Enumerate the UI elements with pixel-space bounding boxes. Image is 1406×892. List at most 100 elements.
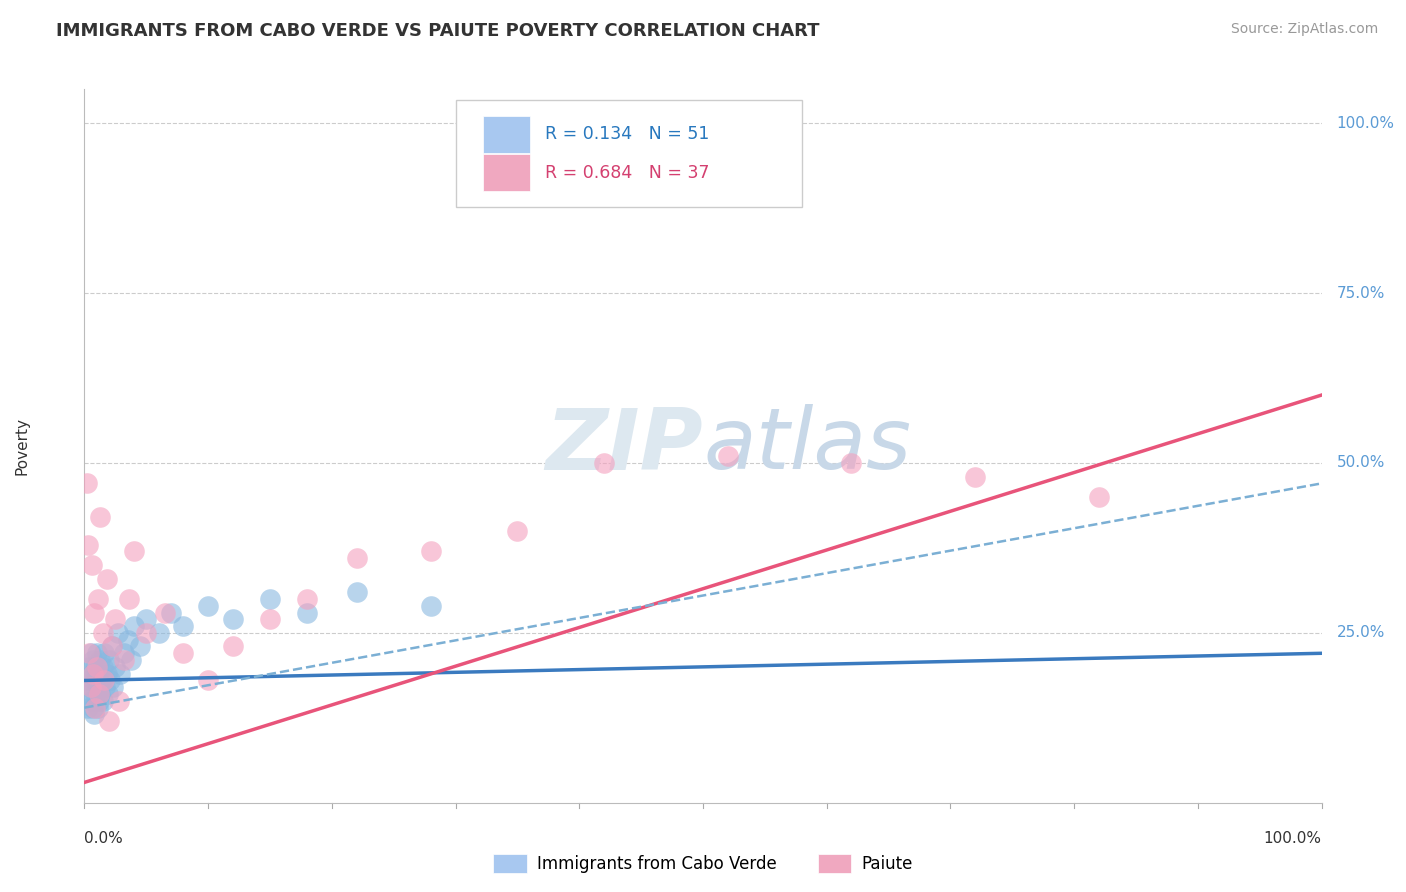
Point	[91, 694, 114, 708]
Text: 25.0%: 25.0%	[1337, 625, 1385, 640]
Text: atlas: atlas	[703, 404, 911, 488]
Point	[346, 585, 368, 599]
Text: IMMIGRANTS FROM CABO VERDE VS PAIUTE POVERTY CORRELATION CHART: IMMIGRANTS FROM CABO VERDE VS PAIUTE POV…	[56, 22, 820, 40]
Point	[97, 687, 120, 701]
Point	[295, 606, 318, 620]
FancyBboxPatch shape	[482, 154, 530, 191]
Point	[79, 646, 101, 660]
Point	[259, 612, 281, 626]
Point	[84, 660, 107, 674]
Point	[108, 694, 131, 708]
Point	[79, 687, 101, 701]
Point	[101, 680, 124, 694]
Point	[197, 599, 219, 613]
Point	[82, 700, 104, 714]
Point	[89, 694, 111, 708]
Point	[104, 612, 127, 626]
Point	[89, 510, 111, 524]
Point	[79, 660, 101, 674]
Point	[86, 646, 108, 660]
Point	[91, 660, 114, 674]
Point	[91, 626, 114, 640]
FancyBboxPatch shape	[456, 100, 801, 207]
Point	[153, 606, 176, 620]
Point	[87, 591, 110, 606]
Point	[506, 524, 529, 538]
Point	[89, 687, 111, 701]
Point	[96, 666, 118, 681]
Point	[100, 640, 122, 654]
Point	[148, 626, 170, 640]
Point	[593, 456, 616, 470]
Point	[77, 537, 100, 551]
Text: R = 0.684   N = 37: R = 0.684 N = 37	[544, 164, 709, 182]
Point	[80, 694, 103, 708]
Point	[965, 469, 987, 483]
Text: 50.0%: 50.0%	[1337, 456, 1385, 470]
Point	[89, 687, 111, 701]
FancyBboxPatch shape	[482, 116, 530, 153]
Point	[89, 653, 111, 667]
Point	[98, 714, 121, 729]
Point	[112, 653, 135, 667]
Point	[222, 612, 245, 626]
Point	[79, 680, 101, 694]
Point	[104, 660, 127, 674]
Point	[86, 673, 108, 688]
Point	[419, 544, 441, 558]
Point	[98, 653, 121, 667]
Point	[79, 680, 101, 694]
Point	[1088, 490, 1111, 504]
Point	[295, 591, 318, 606]
Point	[82, 666, 104, 681]
Point	[94, 680, 117, 694]
Point	[118, 591, 141, 606]
Text: Poverty: Poverty	[15, 417, 30, 475]
Text: 100.0%: 100.0%	[1264, 831, 1322, 847]
Point	[160, 606, 183, 620]
Point	[197, 673, 219, 688]
Point	[76, 476, 98, 491]
Point	[77, 700, 100, 714]
Point	[86, 660, 108, 674]
Point	[346, 551, 368, 566]
Point	[83, 673, 105, 688]
Point	[79, 646, 101, 660]
Point	[83, 606, 105, 620]
Point	[76, 673, 98, 688]
Legend: Immigrants from Cabo Verde, Paiute: Immigrants from Cabo Verde, Paiute	[486, 847, 920, 880]
Text: 0.0%: 0.0%	[84, 831, 124, 847]
Point	[259, 591, 281, 606]
Point	[129, 640, 152, 654]
Point	[122, 544, 145, 558]
Point	[84, 700, 107, 714]
Point	[89, 666, 111, 681]
Point	[93, 673, 115, 688]
Point	[87, 680, 110, 694]
Point	[110, 666, 132, 681]
Point	[172, 619, 194, 633]
Point	[135, 626, 157, 640]
Point	[419, 599, 441, 613]
Point	[80, 666, 103, 681]
Text: 100.0%: 100.0%	[1337, 116, 1395, 131]
Point	[82, 653, 104, 667]
Point	[107, 626, 129, 640]
Point	[90, 673, 112, 688]
Point	[172, 646, 194, 660]
Point	[135, 612, 157, 626]
Point	[87, 700, 110, 714]
Point	[120, 653, 142, 667]
Point	[222, 640, 245, 654]
Text: R = 0.134   N = 51: R = 0.134 N = 51	[544, 125, 709, 143]
Text: ZIP: ZIP	[546, 404, 703, 488]
Point	[93, 646, 115, 660]
Point	[122, 619, 145, 633]
Text: 75.0%: 75.0%	[1337, 285, 1385, 301]
Point	[100, 640, 122, 654]
Point	[117, 632, 139, 647]
Point	[96, 572, 118, 586]
Point	[112, 646, 135, 660]
Point	[98, 673, 121, 688]
Point	[84, 687, 107, 701]
